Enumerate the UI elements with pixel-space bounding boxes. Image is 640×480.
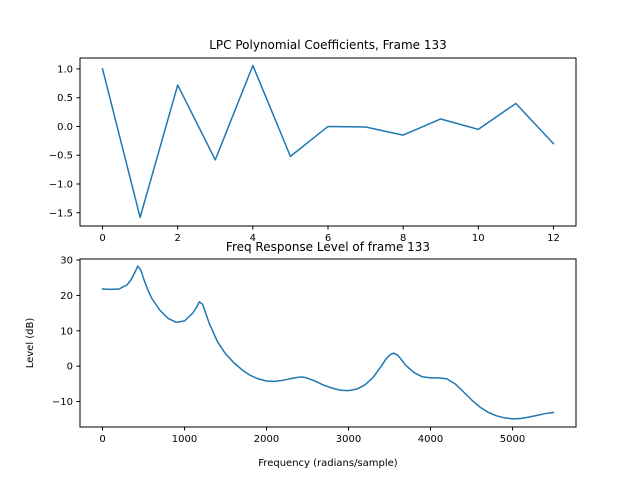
lpc-y-tick-label: 0.5 (57, 93, 73, 104)
freq-x-axis-label: Frequency (radians/sample) (258, 458, 398, 469)
lpc-x-ticks: 0 2 4 6 8 10 12 (99, 226, 560, 244)
freq-y-tick-label: 10 (60, 326, 73, 337)
lpc-x-tick-label: 2 (175, 233, 181, 244)
freq-x-tick-label: 1000 (172, 434, 197, 445)
lpc-x-tick-label: 12 (547, 233, 560, 244)
lpc-y-tick-label: 1.0 (57, 64, 73, 75)
freq-x-tick-label: 4000 (418, 434, 443, 445)
lpc-x-tick-label: 8 (400, 233, 406, 244)
freq-y-tick-label: −10 (52, 397, 73, 408)
freq-x-tick-label: 3000 (336, 434, 361, 445)
lpc-series-layer (101, 64, 555, 219)
lpc-x-tick-label: 10 (472, 233, 485, 244)
freq-x-tick-label: 5000 (500, 434, 525, 445)
lpc-y-tick-label: 0.0 (57, 122, 73, 133)
freq-x-tick-label: 0 (99, 434, 105, 445)
lpc-y-tick-label: −0.5 (49, 151, 73, 162)
freq-y-tick-label: 0 (67, 362, 73, 373)
lpc-coefficients-plot: LPC Polynomial Coefficients, Frame 133 0… (49, 38, 577, 244)
freq-y-tick-label: 20 (60, 291, 73, 302)
freq-series-line-0 (101, 265, 555, 420)
freq-axes-frame (79, 258, 577, 428)
lpc-series-line-0 (101, 64, 555, 219)
lpc-x-tick-label: 6 (325, 233, 331, 244)
lpc-y-tick-label: −1.0 (49, 180, 73, 191)
lpc-x-tick-label: 4 (250, 233, 256, 244)
lpc-plot-title: LPC Polynomial Coefficients, Frame 133 (209, 38, 447, 52)
freq-x-ticks: 0 1000 2000 3000 4000 5000 (99, 427, 525, 445)
lpc-y-ticks: 1.0 0.5 0.0 −0.5 −1.0 −1.5 (49, 64, 80, 219)
freq-plot-title: Freq Response Level of frame 133 (226, 240, 430, 254)
lpc-y-tick-label: −1.5 (49, 208, 73, 219)
lpc-axes-frame (79, 57, 577, 227)
freq-response-plot: Freq Response Level of frame 133 0 1000 20… (25, 240, 577, 469)
freq-x-tick-label: 2000 (254, 434, 279, 445)
freq-y-tick-label: 30 (60, 256, 73, 267)
freq-y-ticks: 30 20 10 0 −10 (52, 256, 80, 408)
lpc-x-tick-label: 0 (99, 233, 105, 244)
freq-series-layer (101, 265, 555, 420)
freq-y-axis-label: Level (dB) (25, 318, 36, 369)
